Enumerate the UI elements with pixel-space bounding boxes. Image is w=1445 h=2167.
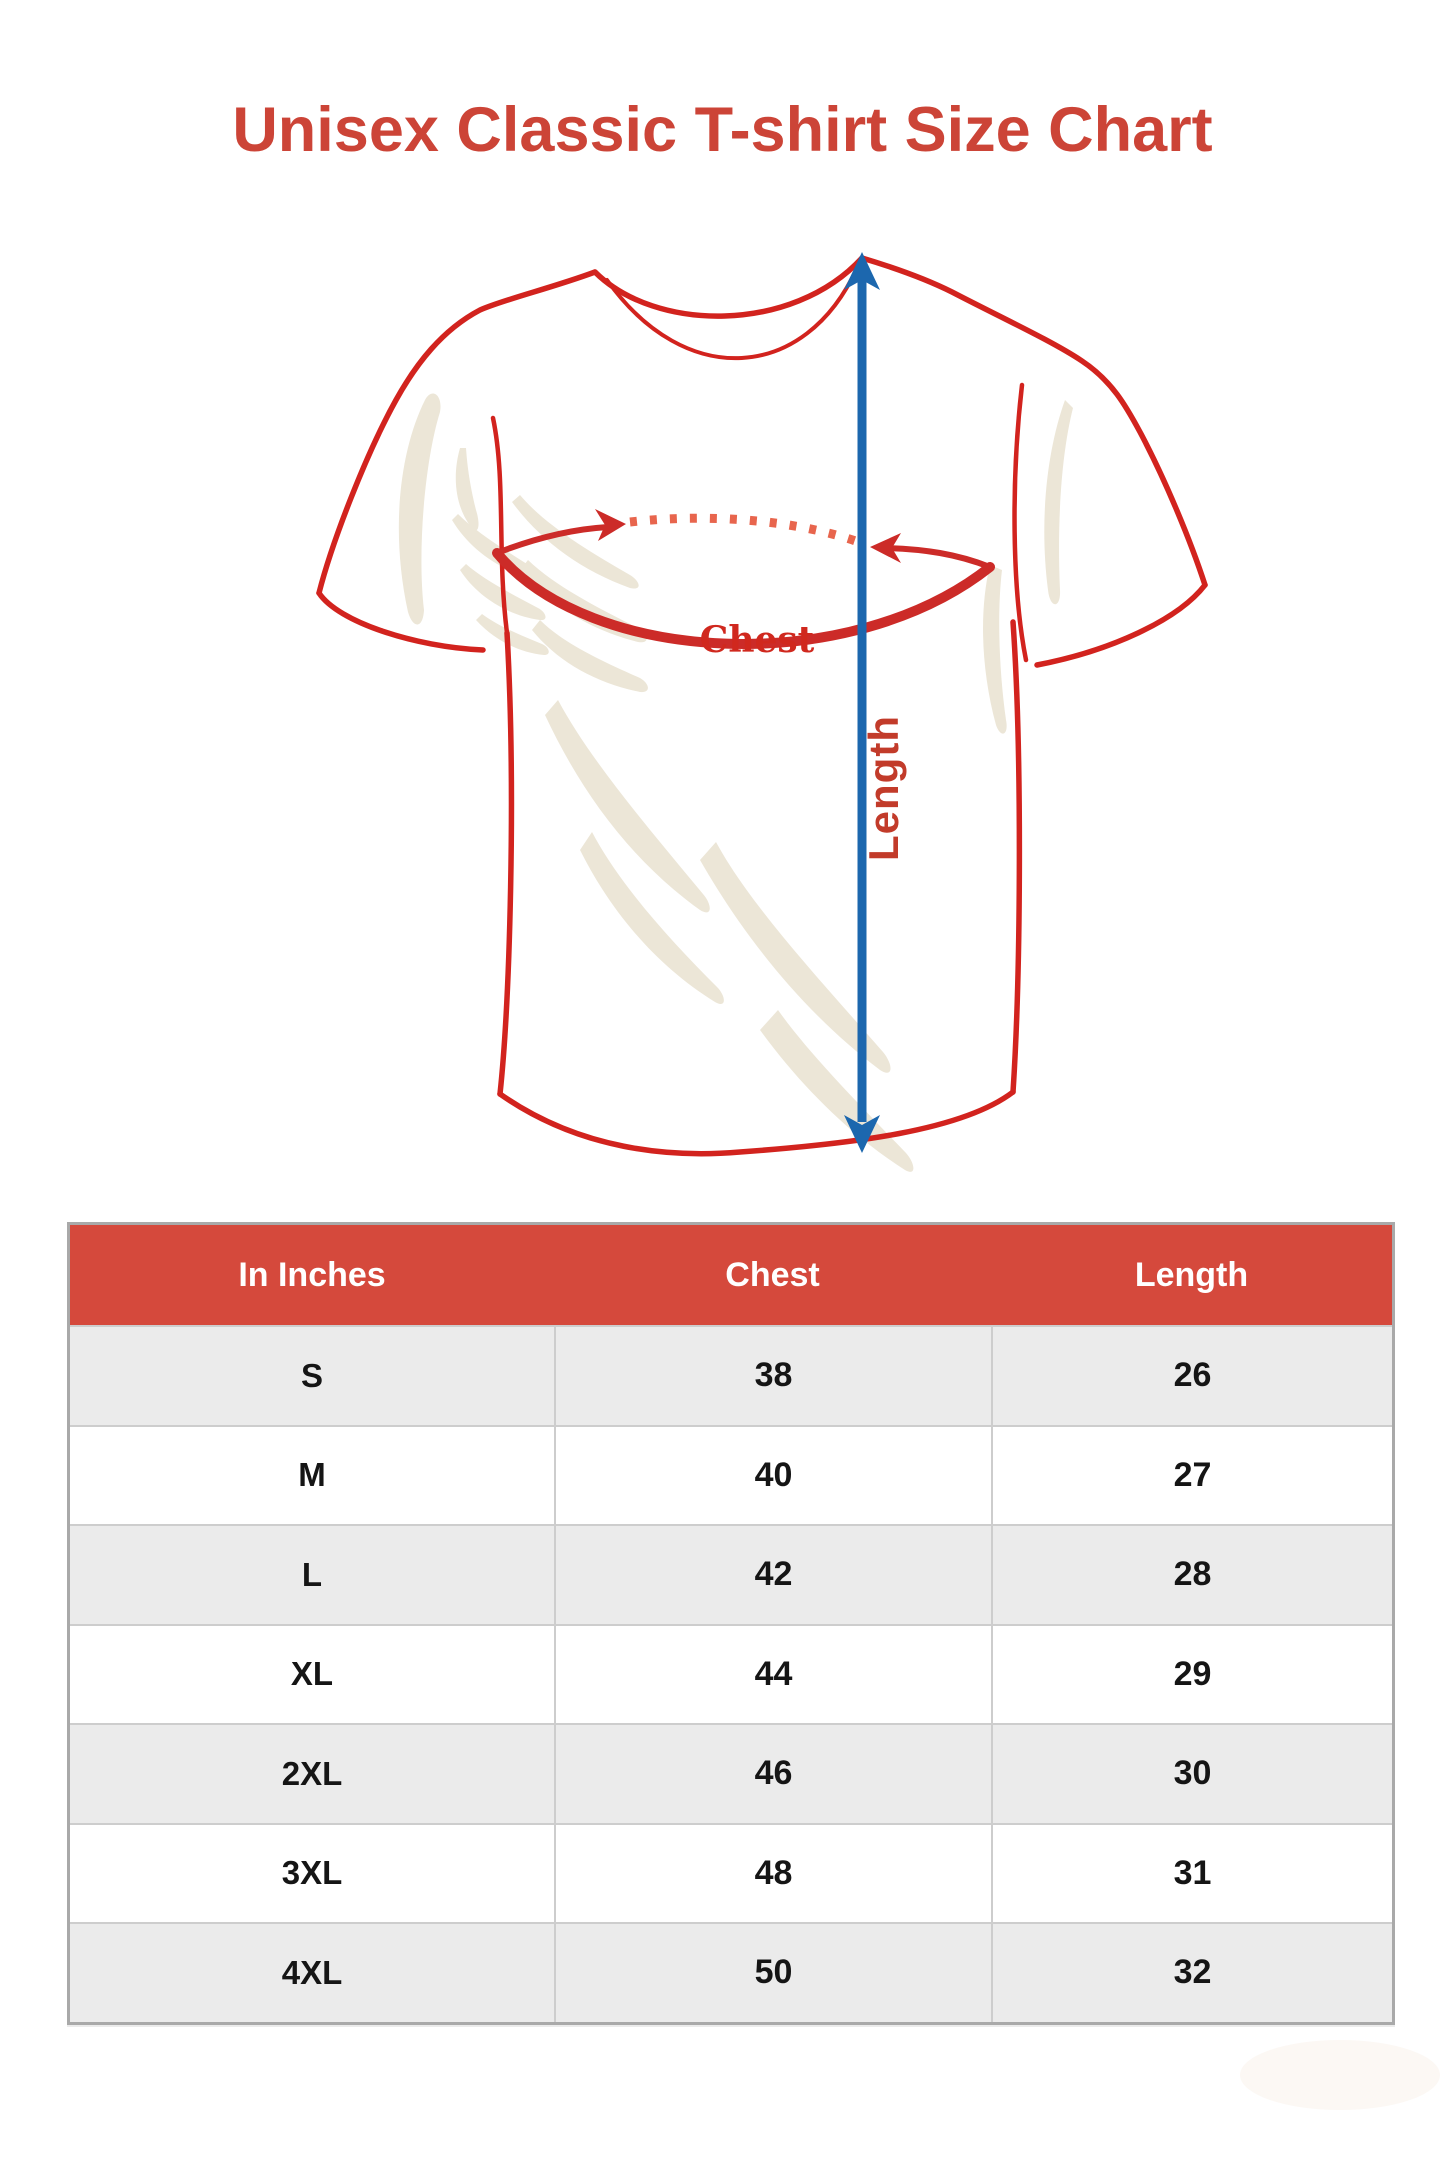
shading-lower-torso-streak — [545, 700, 710, 913]
table-row: L 42 28 — [70, 1524, 1392, 1624]
chest-cell: 46 — [554, 1725, 991, 1823]
length-cell: 31 — [991, 1824, 1392, 1922]
chest-cell: 38 — [554, 1327, 991, 1425]
length-cell: 29 — [991, 1625, 1392, 1723]
faint-smudge — [1240, 2040, 1440, 2110]
right-armhole-seam — [1012, 382, 1029, 663]
shading-left-sleeve — [398, 393, 441, 625]
column-header-length: Length — [1134, 1255, 1249, 1294]
shading-left-sleeve-small — [455, 448, 479, 531]
left-body-seam — [497, 630, 515, 1097]
left-cuff-line — [316, 590, 486, 653]
page-title: Unisex Classic T-shirt Size Chart — [232, 95, 1213, 165]
length-cell: 28 — [991, 1526, 1392, 1624]
chest-tape-arrowheads — [595, 509, 901, 563]
table-row: M 40 27 — [70, 1424, 1392, 1524]
collar-outer-line — [592, 255, 865, 319]
shading-right-sleeve — [1044, 400, 1073, 605]
size-chart-header-row: In Inches Chest Length — [70, 1225, 1392, 1325]
length-measure-label: Length — [860, 715, 907, 861]
chest-cell: 50 — [554, 1924, 991, 2022]
right-cuff-line — [1034, 582, 1208, 668]
column-header-unit: In Inches — [238, 1255, 386, 1294]
table-row: XL 44 29 — [70, 1623, 1392, 1723]
tshirt-diagram-svg: Chest Length — [316, 252, 1208, 1172]
shading-torso-leaf — [512, 495, 639, 589]
shading-underarm-leaf — [452, 514, 538, 579]
size-cell: M — [298, 1456, 326, 1494]
chest-tape — [492, 524, 995, 649]
chest-arrowhead-right — [870, 533, 901, 563]
tshirt-measurement-diagram: Chest Length — [160, 150, 1300, 1210]
shading-torso-leaf — [532, 620, 648, 693]
shading-right-torso-streak — [700, 842, 891, 1073]
table-row: 4XL 50 32 — [70, 1922, 1392, 2022]
chest-cell: 48 — [554, 1824, 991, 1922]
chest-tape-front-arc — [492, 548, 995, 649]
chest-measure-label: Chest — [700, 619, 815, 661]
right-shoulder-sleeve-line — [859, 255, 1208, 588]
size-cell: 4XL — [281, 1953, 343, 1991]
size-cell: 2XL — [281, 1754, 343, 1792]
chest-arrowhead-left — [595, 509, 626, 541]
length-arrowhead-bottom — [844, 1115, 880, 1153]
shading-underarm-leaf — [476, 614, 549, 655]
length-cell: 32 — [991, 1924, 1392, 2022]
size-cell: XL — [290, 1655, 334, 1693]
size-chart-table: In Inches Chest Length S 38 26 M 40 27 L… — [67, 1222, 1395, 2025]
column-header-chest: Chest — [725, 1255, 820, 1294]
length-cell: 26 — [991, 1327, 1392, 1425]
collar-inner-line — [605, 266, 859, 360]
hem-line — [497, 1089, 1016, 1157]
tshirt-outline — [316, 255, 1208, 1157]
left-armhole-seam — [490, 415, 510, 636]
size-cell: S — [300, 1356, 323, 1394]
length-cell: 30 — [991, 1725, 1392, 1823]
table-row: 2XL 46 30 — [70, 1723, 1392, 1823]
chest-cell: 42 — [554, 1526, 991, 1624]
chest-cell: 40 — [554, 1426, 991, 1524]
right-body-seam — [1010, 619, 1023, 1095]
length-cell: 27 — [991, 1426, 1392, 1524]
shading-right-torso-streak — [760, 1010, 914, 1172]
table-row: 3XL 48 31 — [70, 1822, 1392, 1922]
chest-cell: 44 — [554, 1625, 991, 1723]
size-cell: 3XL — [281, 1854, 343, 1892]
left-shoulder-sleeve-line — [316, 269, 598, 596]
size-cell: L — [301, 1555, 323, 1593]
length-arrow — [844, 252, 880, 1153]
shading-right-side — [983, 565, 1007, 734]
chest-tape-dotted-line — [629, 513, 866, 549]
size-chart-body: S 38 26 M 40 27 L 42 28 XL 44 29 2XL 46 … — [70, 1325, 1392, 2022]
table-row: S 38 26 — [70, 1325, 1392, 1425]
shading-lower-torso-streak — [580, 832, 724, 1004]
chest-tape-right-arc — [883, 545, 993, 570]
chest-tape-left-arc — [494, 524, 611, 556]
length-arrowhead-top — [844, 252, 880, 290]
